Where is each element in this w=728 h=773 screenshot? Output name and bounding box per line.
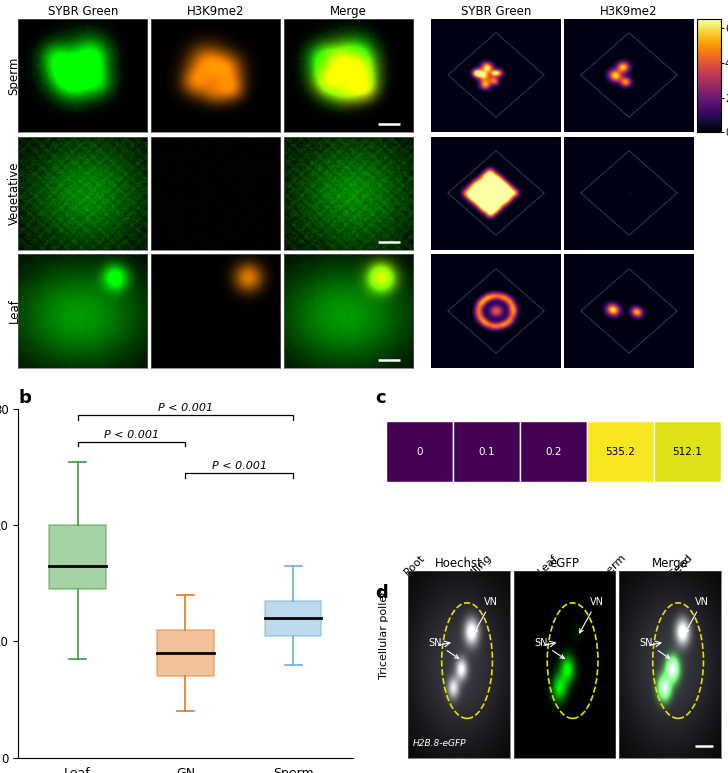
Text: VN: VN [685, 597, 709, 633]
Text: VN: VN [579, 597, 604, 633]
Y-axis label: Leaf: Leaf [7, 298, 20, 323]
Y-axis label: Sperm: Sperm [7, 56, 20, 95]
Text: H2B.8-eGFP: H2B.8-eGFP [412, 739, 466, 748]
Bar [654, 421, 721, 482]
Bar [386, 421, 453, 482]
Bar [520, 421, 587, 482]
Text: P < 0.001: P < 0.001 [212, 461, 267, 472]
Title: Merge: Merge [331, 5, 367, 18]
Title: SYBR Green: SYBR Green [461, 5, 531, 18]
Text: 535.2: 535.2 [606, 447, 636, 457]
Text: d: d [375, 584, 388, 601]
Text: 512.1: 512.1 [673, 447, 703, 457]
Title: SYBR Green: SYBR Green [47, 5, 118, 18]
Title: H3K9me2: H3K9me2 [187, 5, 245, 18]
Text: SN: SN [640, 638, 670, 659]
Text: b: b [18, 389, 31, 407]
Text: VN: VN [474, 597, 499, 633]
Text: c: c [375, 389, 386, 407]
Text: Tricellular pollen: Tricellular pollen [379, 587, 389, 679]
Title: Merge: Merge [652, 557, 689, 570]
Bar [587, 421, 654, 482]
Text: a: a [18, 19, 30, 37]
Title: H3K9me2: H3K9me2 [601, 5, 658, 18]
Bar [50, 526, 106, 589]
Text: 0.2: 0.2 [545, 447, 562, 457]
Text: SN: SN [534, 638, 564, 659]
Title: Hoechst: Hoechst [435, 557, 483, 570]
Y-axis label: Vegetative: Vegetative [7, 162, 20, 225]
Text: 0.1: 0.1 [478, 447, 495, 457]
Text: 0: 0 [416, 447, 423, 457]
Text: SN: SN [429, 638, 459, 659]
Text: P < 0.001: P < 0.001 [104, 430, 159, 440]
Bar [453, 421, 520, 482]
Bar [157, 630, 213, 676]
Bar [265, 601, 322, 635]
Title: eGFP: eGFP [550, 557, 579, 570]
Text: P < 0.001: P < 0.001 [158, 404, 213, 414]
